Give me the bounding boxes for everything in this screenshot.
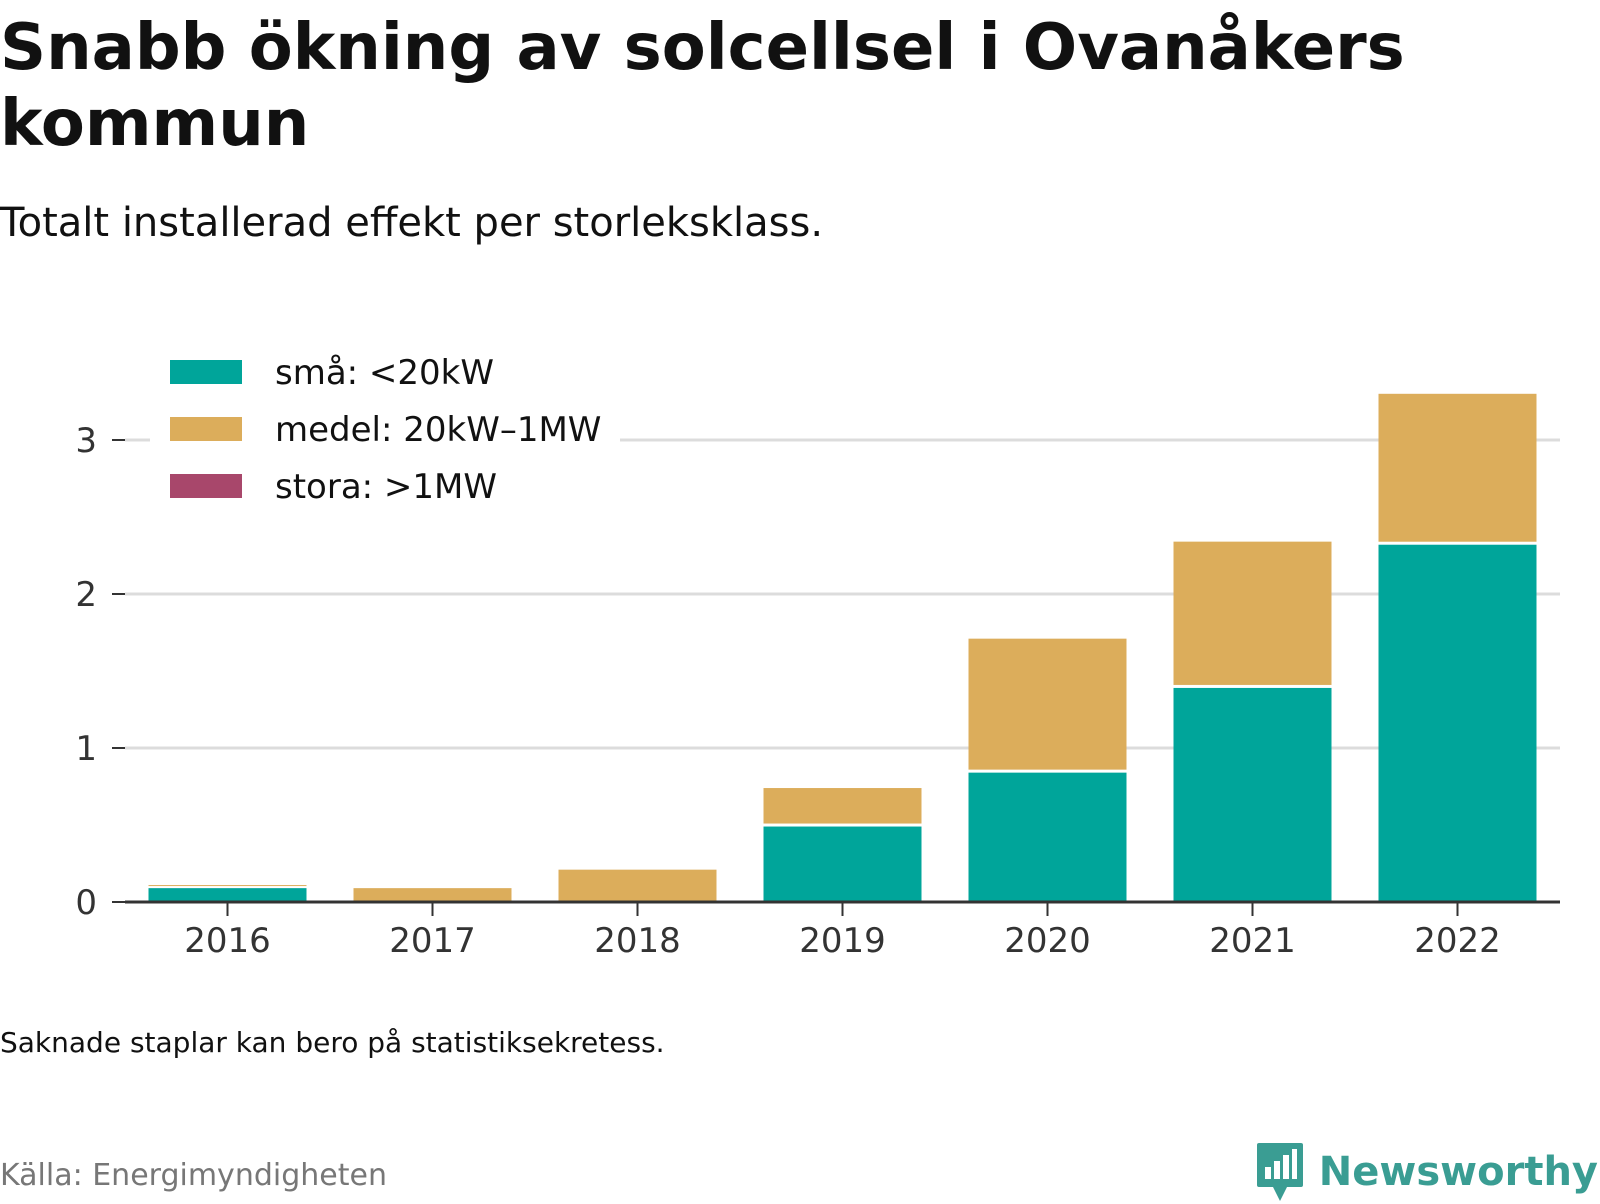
x-tick-label: 2021 [1209, 921, 1296, 961]
chart-subtitle: Totalt installerad effekt per storlekskl… [0, 200, 824, 246]
source-label: Källa: Energimyndigheten [0, 1158, 387, 1193]
x-tick-label: 2017 [389, 921, 476, 961]
brand-name: Newsworthy [1318, 1149, 1598, 1195]
bar-2021-series-0 [1173, 687, 1332, 902]
legend-swatch-1 [170, 417, 242, 441]
bar-2017-series-1 [353, 888, 512, 902]
bar-2016-series-1 [148, 885, 307, 887]
bar-2020-series-1 [968, 638, 1127, 770]
footnote: Saknade staplar kan bero på statistiksek… [0, 1026, 665, 1059]
bar-chart-speech-bubble-icon [1256, 1143, 1303, 1201]
legend-swatch-2 [170, 474, 242, 498]
axes: 0 1 2 3 2016 2017 2018 2019 2020 2021 2022 [75, 421, 1560, 961]
x-tick-label: 2018 [594, 921, 681, 961]
bar-2016-series-0 [148, 888, 307, 902]
bar-2020-series-0 [968, 772, 1127, 902]
bar-2019-series-0 [763, 826, 922, 902]
x-tick-label: 2022 [1414, 921, 1501, 961]
y-tick-label: 2 [75, 575, 97, 615]
stacked-bar-chart: 0 1 2 3 2016 2017 2018 2019 2020 2021 2022 små: <2… [75, 340, 1560, 961]
bar-2022-series-1 [1378, 393, 1537, 542]
brand-logo: Newsworthy [1255, 1140, 1598, 1204]
x-tick-label: 2020 [1004, 921, 1091, 961]
bar-2018-series-1 [558, 869, 717, 902]
bar-2019-series-1 [763, 788, 922, 824]
y-tick-label: 1 [75, 729, 97, 769]
bar-2021-series-1 [1173, 541, 1332, 685]
legend-swatch-0 [170, 360, 242, 384]
legend-label-1: medel: 20kW–1MW [275, 410, 601, 450]
bars [148, 393, 1537, 902]
x-tick-label: 2016 [184, 921, 271, 961]
y-tick-label: 0 [75, 883, 97, 923]
legend-label-0: små: <20kW [275, 353, 494, 393]
x-tick-label: 2019 [799, 921, 886, 961]
legend: små: <20kW medel: 20kW–1MW stora: >1MW [150, 340, 620, 520]
legend-label-2: stora: >1MW [275, 467, 497, 507]
bar-2022-series-0 [1378, 544, 1537, 902]
chart-title: Snabb ökning av solcellsel i Ovanåkers k… [0, 11, 1405, 161]
y-tick-label: 3 [75, 421, 97, 461]
